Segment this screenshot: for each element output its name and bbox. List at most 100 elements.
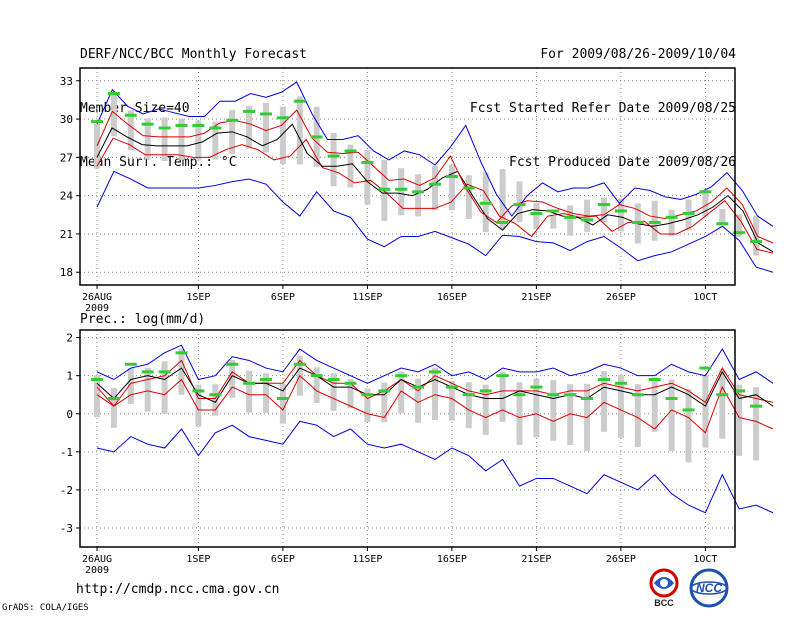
member-range-bar	[482, 384, 489, 435]
member-range-bar	[263, 102, 269, 153]
observed-marker	[327, 154, 340, 158]
y-tick-label: 30	[60, 113, 73, 126]
x-tick-label: 26AUG	[82, 292, 112, 303]
bcc-logo-text: BCC	[654, 598, 674, 608]
member-range-bar	[617, 374, 624, 438]
observed-marker	[344, 381, 357, 385]
member-range-bar	[567, 384, 574, 445]
observed-marker	[716, 393, 729, 397]
observed-marker	[479, 389, 492, 393]
observed-marker	[344, 149, 357, 153]
x-tick-label: 6SEP	[271, 554, 295, 565]
y-tick-label: 27	[60, 151, 73, 164]
member-range-bar	[212, 121, 219, 160]
observed-marker	[243, 109, 256, 113]
member-range-bar	[330, 132, 337, 187]
observed-marker	[750, 240, 763, 244]
member-range-bar	[685, 389, 692, 463]
observed-marker	[445, 175, 458, 178]
chart-panel-1	[76, 67, 774, 289]
chart-panel-2	[76, 329, 774, 551]
panel-frame	[79, 67, 736, 286]
member-range-bar	[161, 361, 168, 414]
member-range-bar	[651, 377, 658, 432]
member-range-bar	[144, 367, 151, 412]
member-range-bar	[161, 117, 168, 161]
member-range-bar	[753, 387, 760, 461]
observed-marker	[209, 126, 222, 130]
observed-marker	[107, 397, 120, 401]
x-tick-label: 21SEP	[521, 292, 551, 303]
member-range-bar	[347, 144, 354, 188]
x-tick-year: 2009	[85, 303, 109, 314]
observed-marker	[276, 116, 289, 120]
observed-marker	[395, 187, 408, 191]
observed-marker	[648, 377, 661, 381]
observed-marker	[276, 397, 289, 401]
member-range-bar	[195, 120, 202, 160]
y-tick-label: -1	[60, 446, 73, 459]
observed-marker	[513, 203, 526, 207]
observed-marker	[564, 215, 577, 219]
observed-marker	[699, 366, 712, 370]
series-line-mean	[96, 367, 774, 407]
observed-marker	[496, 374, 509, 378]
member-range-bar	[432, 367, 438, 421]
member-range-bar	[736, 214, 743, 237]
series-line-max	[96, 170, 774, 273]
x-tick-label: 26AUG	[82, 554, 112, 565]
y-tick-label: 1	[66, 370, 73, 383]
observed-marker	[614, 209, 627, 213]
bcc-logo: BCC	[649, 568, 679, 608]
observed-marker	[445, 385, 458, 389]
observed-marker	[682, 212, 695, 216]
member-range-bar	[398, 371, 405, 414]
observed-marker	[226, 118, 239, 122]
observed-marker	[378, 389, 391, 393]
source-url[interactable]: http://cmdp.ncc.cma.gov.cn	[76, 582, 280, 597]
forecast-period: For 2009/08/26-2009/10/04	[540, 47, 736, 62]
x-tick-label: 26SEP	[606, 292, 636, 303]
x-tick-label: 6SEP	[271, 292, 295, 303]
observed-marker	[243, 381, 256, 385]
member-range-bar	[381, 382, 388, 423]
x-tick-label: 1OCT	[693, 554, 717, 565]
y-tick-label: 2	[66, 332, 73, 345]
observed-marker	[412, 190, 425, 194]
member-range-bar	[364, 149, 371, 205]
member-range-bar	[668, 379, 675, 451]
member-range-bar	[550, 216, 557, 229]
y-tick-label: 21	[60, 228, 73, 241]
member-range-bar	[634, 384, 641, 448]
series-line-min	[96, 81, 774, 227]
observed-marker	[733, 389, 746, 393]
grads-credit: GrADS: COLA/IGES	[2, 603, 89, 613]
member-range-bar	[229, 360, 236, 398]
member-range-bar	[415, 174, 422, 217]
member-range-bar	[702, 375, 709, 448]
observed-marker	[581, 397, 594, 401]
member-range-bar	[533, 202, 540, 229]
member-range-bar	[719, 208, 726, 226]
member-range-bar	[246, 105, 253, 149]
observed-marker	[260, 377, 272, 381]
x-tick-label: 16SEP	[437, 292, 467, 303]
ncc-logo: NCC	[689, 568, 729, 608]
member-range-bar	[753, 215, 760, 256]
observed-marker	[429, 370, 441, 374]
observed-marker	[124, 362, 137, 366]
member-range-bar	[567, 205, 574, 236]
observed-marker	[209, 393, 222, 397]
member-range-bar	[550, 380, 557, 441]
member-range-bar	[398, 168, 405, 216]
member-range-bar	[448, 380, 455, 421]
series-line-upper	[96, 109, 774, 244]
observed-marker	[293, 362, 306, 366]
member-range-bar	[499, 169, 506, 230]
observed-marker	[378, 187, 391, 191]
observed-marker	[395, 374, 408, 378]
observed-marker	[631, 393, 644, 397]
member-range-bar	[364, 388, 371, 422]
observed-marker	[412, 385, 425, 389]
member-range-bar	[651, 200, 658, 241]
